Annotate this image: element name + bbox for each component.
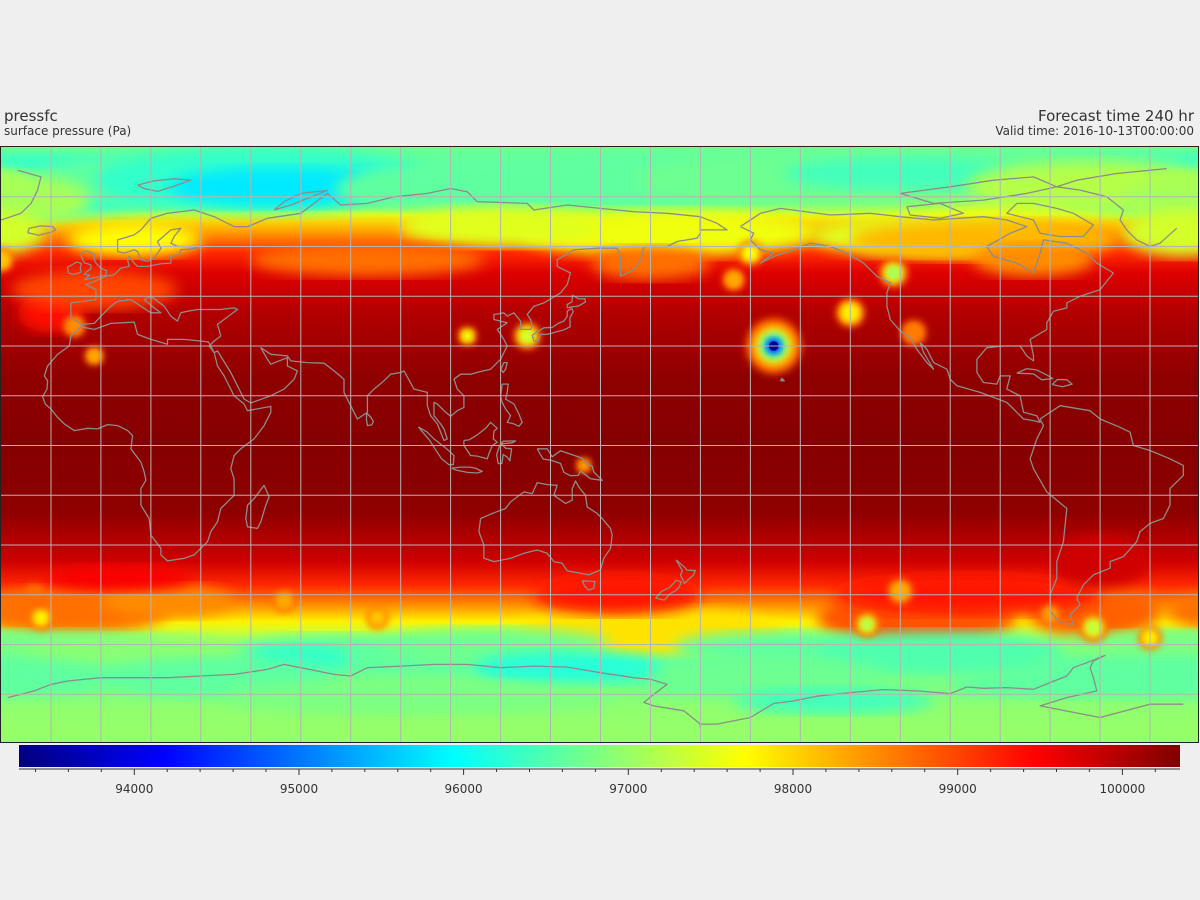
pressure-anomaly — [11, 269, 178, 310]
pressure-anomaly — [813, 631, 1067, 671]
pressure-low-core — [375, 616, 380, 620]
coastline-hispaniola — [1051, 378, 1073, 388]
pressure-low-core — [282, 599, 286, 604]
coastline-java — [451, 466, 483, 474]
coastline-hawaii — [779, 377, 785, 382]
pressure-low-core — [1, 257, 4, 262]
coastline-ireland — [66, 261, 83, 276]
coastline-eurasia — [70, 187, 702, 442]
pressure-anomaly — [950, 671, 1117, 698]
pressure-anomaly — [1, 658, 118, 698]
colorbar-gradient — [19, 745, 1180, 767]
coastline-new-guinea — [536, 448, 603, 481]
colorbar-tick-label: 100000 — [1099, 782, 1145, 796]
colorbar-tick-label: 96000 — [445, 782, 483, 796]
colorbar-tick-label: 98000 — [774, 782, 812, 796]
colorbar-tick-label: 99000 — [939, 782, 977, 796]
coastline-sri-lanka — [365, 412, 375, 427]
coastline-australia — [478, 480, 613, 576]
pressure-map[interactable] — [1, 147, 1199, 743]
coastline-greenland — [1056, 167, 1167, 188]
coastline-nz-north — [675, 559, 697, 585]
variable-description: surface pressure (Pa) — [4, 124, 132, 138]
map-panel[interactable] — [0, 146, 1199, 743]
pressure-low-core — [911, 330, 916, 335]
coastline-nz-south — [655, 579, 683, 601]
pressure-low-core — [465, 334, 469, 338]
coastline-tasmania — [581, 580, 596, 591]
coastline-borneo — [463, 421, 498, 460]
coastline-south-america — [1029, 405, 1184, 626]
coastline-taiwan — [500, 361, 508, 374]
forecast-time: Forecast time 240 hr — [1038, 107, 1194, 125]
pressure-low-core — [92, 354, 96, 358]
pressure-anomaly — [973, 243, 1094, 277]
colorbar-tick-label: 95000 — [280, 782, 318, 796]
pressure-anomaly — [1, 210, 45, 256]
pressure-anomaly — [217, 681, 618, 715]
pressure-low-core — [582, 464, 585, 467]
coastline-svalbard — [137, 178, 192, 193]
coastline-iceland — [26, 225, 57, 236]
pressure-low-core — [72, 324, 77, 328]
pressure-anomaly — [250, 243, 484, 277]
pressure-low-core — [525, 333, 530, 339]
pressure-low-core — [864, 622, 870, 627]
valid-time: Valid time: 2016-10-13T00:00:00 — [995, 124, 1194, 138]
coastline-baffin — [1006, 202, 1095, 238]
pressure-anomaly — [1123, 210, 1198, 257]
coastline-north-america — [740, 207, 1115, 423]
pressure-anomaly — [44, 564, 191, 592]
graticule — [1, 147, 1198, 742]
coastline-africa — [41, 321, 272, 562]
pressure-anomaly — [1, 173, 91, 227]
colorbar-tick-label: 97000 — [609, 782, 647, 796]
pressure-anomaly — [1166, 594, 1198, 629]
pressure-low-core — [731, 277, 736, 282]
coastline-philippines — [499, 383, 523, 427]
colorbar: 94000 95000 96000 97000 98000 99000 100000 — [19, 745, 1180, 796]
coastline-victoria-island — [906, 202, 965, 219]
pressure-low-core — [891, 270, 896, 276]
colorbar-tick-label: 94000 — [115, 782, 153, 796]
pressure-low-core — [1091, 625, 1096, 631]
coastline-japan — [531, 307, 574, 343]
pressure-low-core — [39, 616, 43, 620]
coastline-hokkaido — [566, 294, 587, 309]
coastline-greenland — [1056, 186, 1178, 248]
coastline-cuba — [1016, 367, 1054, 381]
coastline-antarctica — [699, 654, 1184, 728]
coastline-novaya-zemlya — [273, 189, 329, 211]
variable-name: pressfc — [4, 107, 58, 125]
coastline-uk — [80, 250, 108, 281]
